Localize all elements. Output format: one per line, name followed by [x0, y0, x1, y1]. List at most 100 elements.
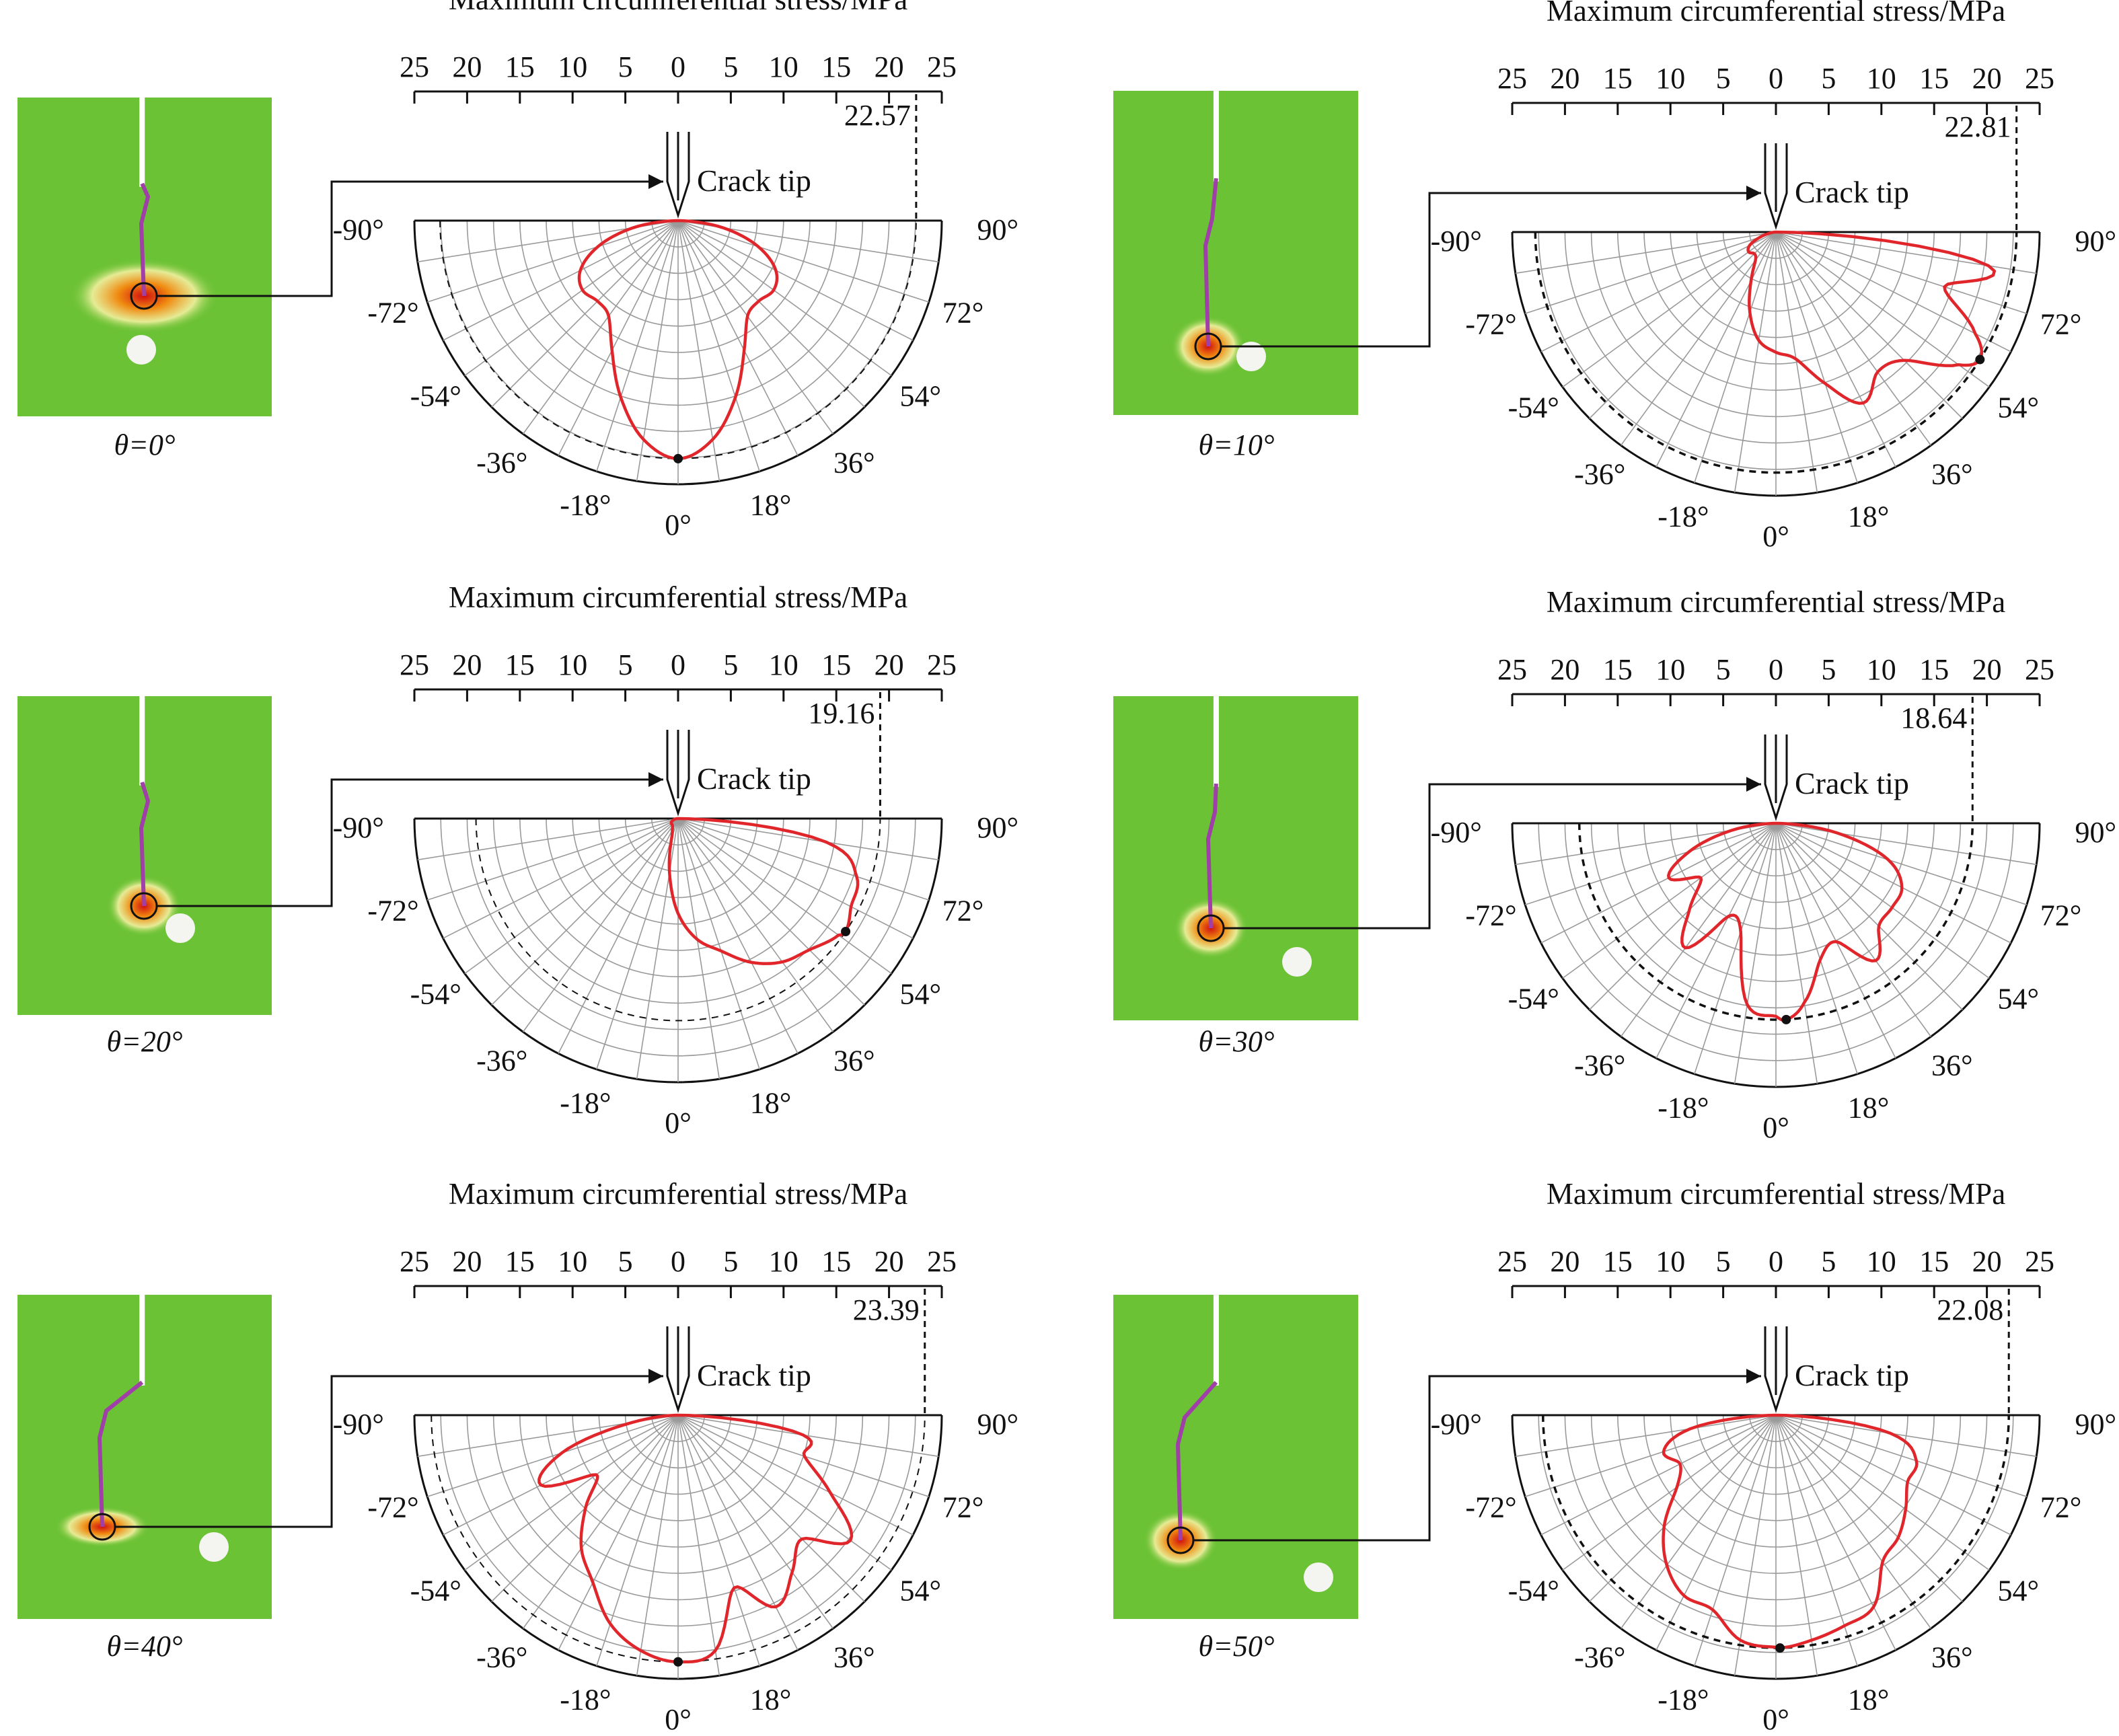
- polar-grid-spoke: [522, 1414, 679, 1629]
- stress-point: [1689, 1427, 1692, 1430]
- stress-point: [1915, 1460, 1918, 1462]
- polar-grid-spoke: [1694, 1414, 1777, 1667]
- scale-tick-label: 5: [1716, 1245, 1731, 1278]
- stress-point: [1862, 402, 1865, 404]
- scale-tick-label: 20: [1550, 1245, 1579, 1278]
- angle-label: 0°: [1762, 1703, 1789, 1736]
- stress-point: [673, 818, 676, 821]
- stress-point: [585, 1506, 587, 1509]
- polar-grid-spoke: [558, 220, 679, 456]
- stress-point: [591, 1581, 594, 1584]
- stress-point: [1666, 1564, 1668, 1567]
- scale-tick-label: 15: [505, 648, 535, 681]
- stress-point: [1835, 940, 1838, 943]
- crack-tip-symbol: [666, 132, 690, 219]
- polar-grid-spoke: [1589, 823, 1777, 1010]
- stress-curve: [1662, 1413, 1919, 1650]
- stress-point: [849, 1539, 852, 1542]
- chart-panel-5: θ=50° Maximum circumferential stress/MPa 2…: [1113, 1177, 2116, 1736]
- polar-grid-spoke: [1775, 823, 1990, 979]
- max-stress-arc: [475, 818, 881, 1022]
- max-stress-point: [673, 1657, 683, 1667]
- stress-point: [1739, 1639, 1742, 1642]
- max-stress-value: 19.16: [808, 697, 875, 730]
- angle-label: 54°: [899, 380, 941, 413]
- stress-point: [733, 1586, 735, 1589]
- polar-grid-spoke: [1540, 1414, 1777, 1536]
- theta-label: θ=50°: [1199, 1630, 1275, 1663]
- chart-panel-1: θ=10° Maximum circumferential stress/MPa 2…: [1113, 0, 2116, 553]
- crack-tip-symbol: [666, 730, 690, 817]
- scale-tick-label: 5: [723, 1245, 738, 1278]
- polar-grid-spoke: [677, 1414, 798, 1651]
- angle-label: 72°: [2040, 899, 2082, 932]
- scale-tick-label: 25: [1497, 1245, 1527, 1278]
- stress-point: [855, 875, 858, 878]
- polar-grid-spoke: [1775, 1414, 1990, 1571]
- stress-point: [1775, 231, 1777, 233]
- max-stress-value: 23.39: [853, 1293, 920, 1326]
- polar-grid-spoke: [677, 818, 892, 975]
- polar-grid-spoke: [1775, 823, 1963, 1010]
- inclusion-particle: [1236, 342, 1266, 371]
- scale-tick-label: 5: [1716, 62, 1731, 95]
- stress-point: [774, 1606, 777, 1608]
- angle-label: 0°: [1762, 1111, 1789, 1144]
- polar-grid-spoke: [1775, 823, 1818, 1084]
- stress-point: [670, 821, 673, 823]
- angle-label: 90°: [977, 1408, 1019, 1441]
- crack-tip-label: Crack tip: [1795, 766, 1909, 800]
- polar-grid-spoke: [1562, 231, 1777, 388]
- crack-path: [97, 1380, 144, 1527]
- stress-point: [1740, 930, 1742, 933]
- scale-tick-label: 20: [1972, 62, 2002, 95]
- scale-tick-label: 0: [671, 1245, 685, 1278]
- max-stress-arc: [439, 220, 917, 459]
- polar-grid-spoke: [1775, 231, 2037, 274]
- stress-point: [802, 1433, 805, 1436]
- angle-label: -72°: [1465, 1491, 1516, 1524]
- stress-point: [1803, 1001, 1806, 1004]
- angle-label: 54°: [1997, 983, 2039, 1016]
- notch: [1213, 1295, 1219, 1386]
- inclusion-particle: [1282, 947, 1312, 977]
- scale-tick-label: 15: [505, 1245, 535, 1278]
- scale-tick-label: 15: [505, 50, 535, 83]
- polar-grid-spoke: [1656, 823, 1777, 1059]
- scale-tick-label: 0: [671, 648, 685, 681]
- inclusion-particle: [165, 913, 195, 943]
- crack-tip-symbol: [1764, 143, 1788, 230]
- scale-tick-label: 5: [1821, 62, 1836, 95]
- stress-point: [743, 349, 745, 352]
- angle-label: 54°: [1997, 391, 2039, 424]
- angle-label: 0°: [665, 508, 692, 541]
- scale-tick-label: 0: [671, 50, 685, 83]
- notch: [1213, 696, 1219, 787]
- stress-point: [1688, 909, 1690, 911]
- stress-point: [757, 300, 760, 303]
- stress-point: [1887, 858, 1890, 861]
- angle-label: -90°: [333, 811, 384, 844]
- max-stress-point: [673, 453, 683, 463]
- polar-grid-spoke: [677, 818, 834, 1032]
- angle-label: 90°: [977, 811, 1019, 844]
- angle-label: -90°: [333, 213, 384, 246]
- angle-label: 18°: [1848, 1092, 1890, 1125]
- polar-grid-spoke: [636, 818, 679, 1080]
- stress-point: [1882, 1560, 1884, 1563]
- stress-point: [1775, 822, 1777, 825]
- stress-point: [1747, 250, 1750, 253]
- stress-point: [1872, 1606, 1875, 1608]
- stress-point: [631, 1421, 634, 1424]
- angle-label: 90°: [977, 213, 1019, 246]
- stress-point: [1727, 915, 1730, 917]
- angle-label: 36°: [833, 446, 875, 479]
- angle-label: 36°: [833, 1044, 875, 1077]
- scale-tick-label: 10: [558, 1245, 587, 1278]
- angle-label: -18°: [1658, 1092, 1709, 1125]
- polar-grid-spoke: [677, 220, 914, 341]
- scale-tick-label: 25: [2025, 62, 2054, 95]
- polar-grid-spoke: [426, 818, 679, 901]
- stress-point: [1769, 231, 1772, 234]
- scale-tick-label: 20: [452, 1245, 482, 1278]
